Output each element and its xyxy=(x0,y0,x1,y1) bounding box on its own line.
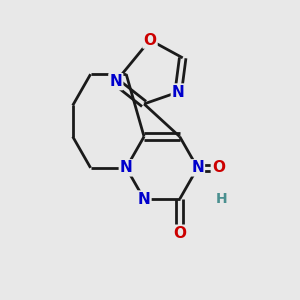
Text: O: O xyxy=(212,160,225,175)
Text: O: O xyxy=(173,226,186,241)
Text: H: H xyxy=(215,192,227,206)
Text: N: N xyxy=(138,191,150,206)
Text: N: N xyxy=(191,160,204,175)
Text: O: O xyxy=(143,32,157,47)
Text: N: N xyxy=(172,85,184,100)
Text: N: N xyxy=(110,74,122,89)
Text: N: N xyxy=(120,160,133,175)
